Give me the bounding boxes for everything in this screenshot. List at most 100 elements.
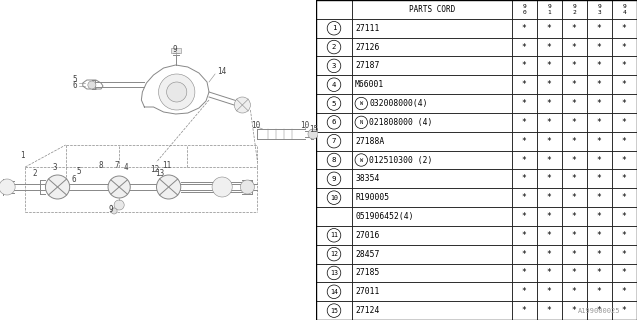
Text: 2: 2 [32, 169, 36, 178]
Bar [612, 132, 637, 151]
Bar [353, 301, 511, 320]
Text: *: * [572, 212, 577, 221]
Bar [353, 226, 511, 245]
Text: *: * [622, 268, 627, 277]
Text: *: * [622, 250, 627, 259]
Bar [536, 188, 562, 207]
Text: 27016: 27016 [355, 231, 380, 240]
Text: *: * [572, 43, 577, 52]
Text: *: * [572, 174, 577, 183]
Text: *: * [622, 24, 627, 33]
Circle shape [212, 177, 232, 197]
Bar [587, 75, 612, 94]
Bar [353, 151, 511, 169]
Bar [511, 75, 536, 94]
Text: 12: 12 [150, 164, 159, 173]
Bar [562, 0, 587, 19]
Text: 9: 9 [172, 45, 177, 54]
Text: 27187: 27187 [355, 61, 380, 70]
Text: 28457: 28457 [355, 250, 380, 259]
Text: *: * [572, 268, 577, 277]
Text: *: * [572, 118, 577, 127]
Bar [562, 264, 587, 282]
Text: 9
3: 9 3 [597, 4, 601, 15]
Bar [562, 132, 587, 151]
Text: 13: 13 [155, 170, 164, 179]
Bar [353, 188, 511, 207]
Bar [316, 282, 353, 301]
Text: *: * [622, 43, 627, 52]
Text: 021808000 (4): 021808000 (4) [369, 118, 433, 127]
Text: *: * [596, 24, 602, 33]
Text: *: * [522, 24, 527, 33]
Bar [316, 75, 353, 94]
Circle shape [45, 175, 70, 199]
Text: 12: 12 [330, 251, 338, 257]
Bar [316, 151, 353, 169]
Text: *: * [572, 156, 577, 164]
Text: *: * [547, 156, 552, 164]
Text: *: * [622, 231, 627, 240]
Text: *: * [547, 61, 552, 70]
Bar [587, 207, 612, 226]
Text: 13: 13 [330, 270, 338, 276]
Text: *: * [547, 268, 552, 277]
Text: *: * [622, 174, 627, 183]
Text: N: N [360, 120, 363, 125]
Text: *: * [572, 193, 577, 202]
Bar [562, 169, 587, 188]
Text: *: * [547, 250, 552, 259]
Bar [511, 245, 536, 264]
Bar [536, 207, 562, 226]
Text: *: * [572, 99, 577, 108]
Text: *: * [572, 24, 577, 33]
Text: *: * [596, 174, 602, 183]
Text: 10: 10 [251, 121, 260, 130]
Text: *: * [547, 24, 552, 33]
Bar [511, 301, 536, 320]
Text: 27126: 27126 [355, 43, 380, 52]
Text: 14: 14 [330, 289, 338, 295]
Bar [511, 56, 536, 75]
Bar [511, 0, 536, 19]
Text: 9: 9 [109, 205, 113, 214]
Bar [587, 226, 612, 245]
Text: 9
0: 9 0 [522, 4, 526, 15]
Text: 10: 10 [330, 195, 338, 201]
Text: 15: 15 [330, 308, 338, 314]
Text: *: * [522, 174, 527, 183]
Bar [587, 264, 612, 282]
Text: *: * [596, 212, 602, 221]
Bar [511, 38, 536, 56]
Bar [536, 75, 562, 94]
Bar [562, 245, 587, 264]
Bar [587, 94, 612, 113]
Text: 3: 3 [52, 164, 57, 172]
Text: 27011: 27011 [355, 287, 380, 296]
Text: 2: 2 [332, 44, 336, 50]
Bar [511, 113, 536, 132]
Text: *: * [596, 80, 602, 89]
Bar [316, 245, 353, 264]
Text: *: * [596, 268, 602, 277]
Bar [587, 132, 612, 151]
Bar [316, 38, 353, 56]
Bar [536, 151, 562, 169]
Bar [353, 169, 511, 188]
Text: *: * [622, 137, 627, 146]
Bar [587, 245, 612, 264]
Text: 6: 6 [72, 82, 77, 91]
Bar [316, 113, 353, 132]
Bar [353, 38, 511, 56]
Bar [536, 113, 562, 132]
Bar [612, 19, 637, 38]
Bar [612, 75, 637, 94]
Text: W: W [360, 101, 363, 106]
Text: 9: 9 [332, 176, 336, 182]
Text: 051906452(4): 051906452(4) [355, 212, 413, 221]
Text: *: * [522, 156, 527, 164]
Text: *: * [547, 118, 552, 127]
Text: *: * [596, 43, 602, 52]
Bar [511, 19, 536, 38]
Text: 27185: 27185 [355, 268, 380, 277]
